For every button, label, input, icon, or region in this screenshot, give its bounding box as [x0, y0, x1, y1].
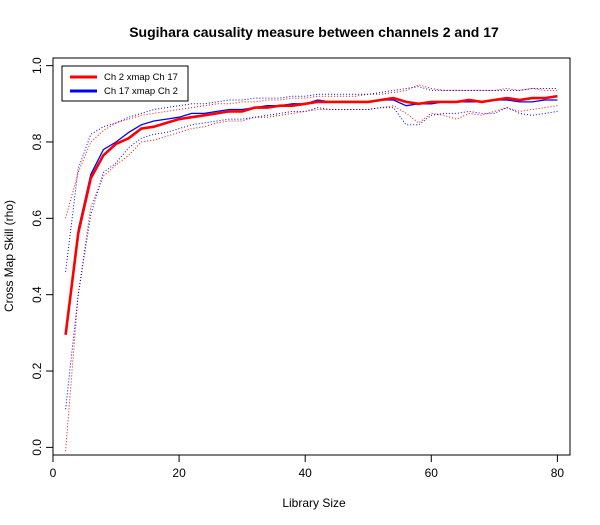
x-tick-label: 80: [551, 466, 565, 480]
plot-area: [64, 84, 558, 452]
y-axis-label: Cross Map Skill (rho): [2, 200, 16, 312]
y-tick-label: 0.8: [30, 133, 44, 150]
x-tick-label: 20: [172, 466, 186, 480]
legend-label-series-1: Ch 2 xmap Ch 17: [104, 72, 178, 83]
y-axis: 0.0 0.2 0.4 0.6 0.8 1.0: [30, 57, 54, 456]
chart-title: Sugihara causality measure between chann…: [129, 24, 499, 40]
x-axis: 0 20 40 60 80: [50, 454, 565, 480]
y-tick-label: 0.2: [30, 362, 44, 379]
y-tick-label: 1.0: [30, 57, 44, 74]
legend-label-series-2: Ch 17 xmap Ch 2: [104, 86, 178, 97]
x-tick-label: 0: [50, 466, 57, 480]
legend: Ch 2 xmap Ch 17 Ch 17 xmap Ch 2: [61, 65, 189, 102]
y-tick-label: 0.6: [30, 210, 44, 227]
series-1-lower-bound: [65, 105, 558, 452]
series-2-lower-bound: [65, 107, 558, 410]
legend-box: [61, 65, 189, 102]
y-tick-label: 0.0: [30, 439, 44, 456]
x-tick-label: 40: [299, 466, 313, 480]
x-tick-label: 60: [425, 466, 439, 480]
x-axis-label: Library Size: [282, 496, 346, 510]
series-1-line: [64, 94, 558, 335]
y-tick-label: 0.4: [30, 286, 44, 303]
